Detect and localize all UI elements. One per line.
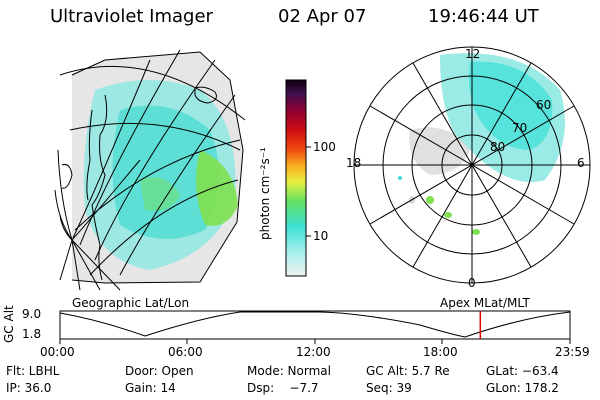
mlt-label-6: 6 xyxy=(577,156,585,170)
gain-status: Gain: 14 xyxy=(125,381,176,395)
glon-status: GLon: 178.2 xyxy=(486,381,559,395)
app-title: Ultraviolet Imager xyxy=(50,6,213,27)
lat-label-60: 60 xyxy=(536,98,552,112)
time-tick-0: 00:00 xyxy=(40,345,75,359)
time-tick-1: 06:00 xyxy=(168,345,203,359)
glat-status: GLat: −63.4 xyxy=(486,364,559,378)
time-tick-4: 23:59 xyxy=(555,345,590,359)
gc-alt-status: GC Alt: 5.7 Re xyxy=(366,364,450,378)
polar-plot xyxy=(353,46,591,284)
geographic-map xyxy=(54,49,246,291)
colorbar-tick-100: 100 xyxy=(313,140,336,154)
left-panel-caption: Geographic Lat/Lon xyxy=(72,296,190,310)
lat-label-70: 70 xyxy=(512,121,528,135)
colorbar-label: photon cm⁻²s⁻¹ xyxy=(258,147,272,240)
colorbar-tick-10: 10 xyxy=(313,229,329,243)
ip-status: IP: 36.0 xyxy=(6,381,52,395)
time-tick-2: 12:00 xyxy=(296,345,331,359)
gc-alt-ytick-top: 9.0 xyxy=(22,307,42,321)
mode-status: Mode: Normal xyxy=(247,364,331,378)
mlt-label-0: 0 xyxy=(468,276,476,290)
lat-label-80: 80 xyxy=(490,140,506,154)
mlt-label-18: 18 xyxy=(346,156,362,170)
right-panel-caption: Apex MLat/MLT xyxy=(440,296,530,310)
altitude-timeline xyxy=(59,310,571,344)
colorbar xyxy=(285,79,311,277)
time-label: 19:46:44 UT xyxy=(428,6,539,27)
door-status: Door: Open xyxy=(125,364,194,378)
gc-alt-ytick-bottom: 1.8 xyxy=(22,327,42,341)
gc-alt-axis-label: GC Alt xyxy=(2,305,16,343)
date-label: 02 Apr 07 xyxy=(278,6,367,27)
seq-status: Seq: 39 xyxy=(366,381,412,395)
time-tick-3: 18:00 xyxy=(423,345,458,359)
filter-status: Flt: LBHL xyxy=(6,364,60,378)
dsp-status: Dsp: −7.7 xyxy=(247,381,319,395)
mlt-label-12: 12 xyxy=(465,47,481,61)
